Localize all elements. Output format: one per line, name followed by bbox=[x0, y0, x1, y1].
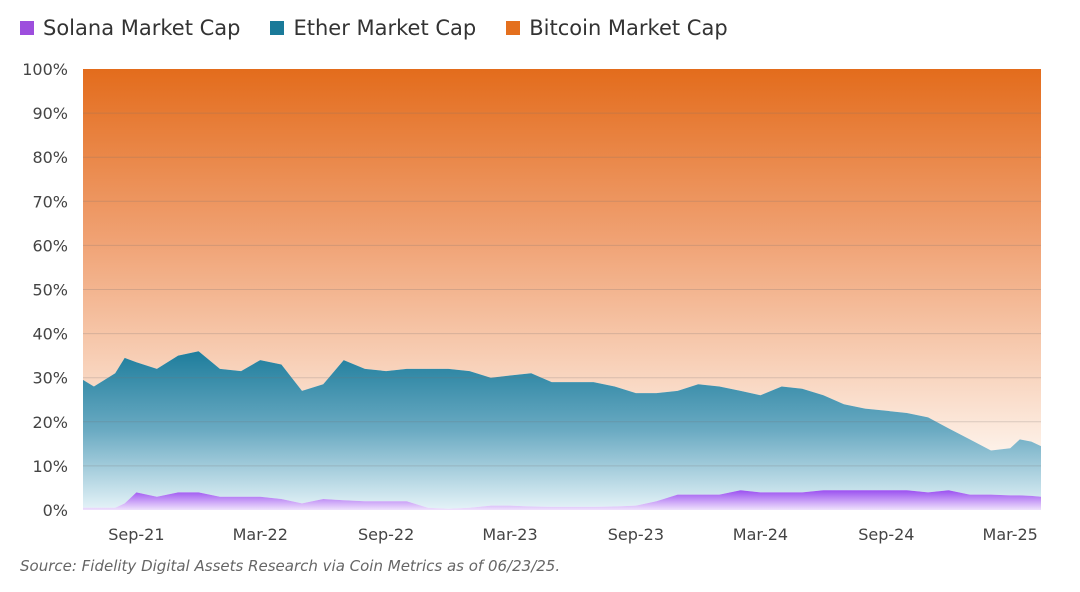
source-note: Source: Fidelity Digital Assets Research… bbox=[20, 557, 561, 575]
legend-item-ether: Ether Market Cap bbox=[270, 16, 476, 40]
x-tick-label: Sep-22 bbox=[358, 525, 414, 544]
x-tick-label: Mar-22 bbox=[233, 525, 288, 544]
y-tick-label: 90% bbox=[32, 104, 68, 123]
legend-label-solana: Solana Market Cap bbox=[43, 16, 241, 40]
legend-item-solana: Solana Market Cap bbox=[20, 16, 240, 40]
x-tick-label: Mar-24 bbox=[733, 525, 788, 544]
legend-swatch-solana bbox=[20, 21, 34, 35]
y-tick-label: 0% bbox=[43, 501, 68, 520]
y-tick-label: 100% bbox=[22, 60, 68, 79]
x-tick-label: Sep-21 bbox=[108, 525, 164, 544]
x-tick-label: Mar-25 bbox=[983, 525, 1038, 544]
legend-label-bitcoin: Bitcoin Market Cap bbox=[529, 16, 728, 40]
y-tick-label: 10% bbox=[32, 457, 68, 476]
area-solana bbox=[83, 490, 1041, 510]
y-tick-label: 50% bbox=[32, 281, 68, 300]
y-tick-label: 20% bbox=[32, 413, 68, 432]
legend-swatch-ether bbox=[270, 21, 285, 35]
y-tick-label: 40% bbox=[32, 325, 68, 344]
legend-label-ether: Ether Market Cap bbox=[293, 16, 477, 40]
y-tick-label: 60% bbox=[32, 236, 68, 255]
y-tick-label: 70% bbox=[32, 192, 68, 211]
y-tick-label: 80% bbox=[32, 148, 68, 167]
x-tick-label: Sep-24 bbox=[858, 525, 914, 544]
x-tick-label: Sep-23 bbox=[608, 525, 664, 544]
legend-item-bitcoin: Bitcoin Market Cap bbox=[506, 16, 728, 40]
area-ether bbox=[83, 351, 1041, 509]
area-bitcoin bbox=[83, 69, 1041, 451]
y-tick-label: 30% bbox=[32, 369, 68, 388]
legend-swatch-bitcoin bbox=[506, 21, 521, 35]
legend: Solana Market Cap Ether Market Cap Bitco… bbox=[20, 16, 728, 40]
x-tick-label: Mar-23 bbox=[482, 525, 537, 544]
